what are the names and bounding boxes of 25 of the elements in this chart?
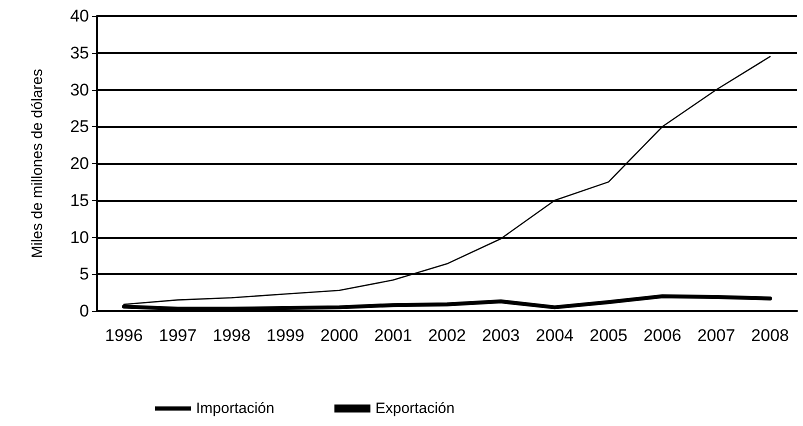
x-tick-label: 1996 <box>105 326 143 345</box>
x-tick-label: 1999 <box>266 326 304 345</box>
x-tick-label: 2005 <box>590 326 628 345</box>
x-tick-label: 2001 <box>374 326 412 345</box>
x-tick-label: 1997 <box>158 326 197 345</box>
y-tick-label: 10 <box>70 228 89 247</box>
y-axis-title: Miles de millones de dólares <box>29 68 46 258</box>
x-tick-label: 2007 <box>697 326 736 345</box>
x-tick-label: 2002 <box>428 326 466 345</box>
y-tick-label: 35 <box>70 43 89 62</box>
y-tick-label: 20 <box>70 154 89 173</box>
x-tick-label: 2000 <box>320 326 358 345</box>
y-tick-label: 40 <box>70 6 89 26</box>
legend-label: Exportación <box>375 400 455 417</box>
x-tick-label: 2004 <box>536 326 574 345</box>
y-tick-label: 0 <box>80 302 89 320</box>
y-tick-label: 30 <box>70 80 89 100</box>
x-tick-label: 2008 <box>751 326 789 345</box>
y-tick-label: 25 <box>70 117 89 136</box>
legend-label: Importación <box>196 400 274 417</box>
x-tick-label: 1998 <box>212 326 251 345</box>
x-tick-label: 2006 <box>643 326 682 345</box>
x-tick-label: 2003 <box>482 326 520 345</box>
y-tick-label: 15 <box>70 190 89 210</box>
y-tick-label: 5 <box>80 264 89 284</box>
